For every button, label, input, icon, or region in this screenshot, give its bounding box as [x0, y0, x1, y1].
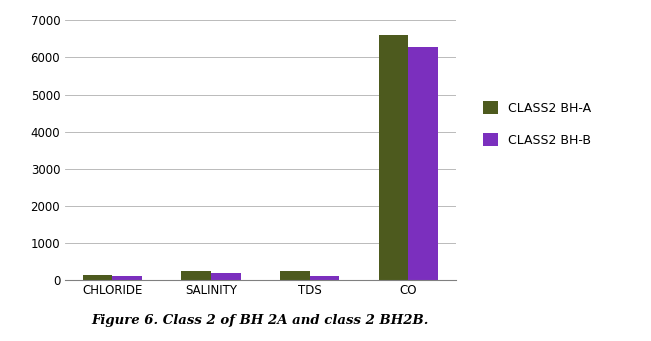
Bar	[408, 47, 438, 280]
Bar	[83, 275, 113, 280]
Legend: CLASS2 BH-A, CLASS2 BH-B: CLASS2 BH-A, CLASS2 BH-B	[478, 96, 596, 152]
Bar	[182, 271, 211, 280]
Text: Figure 6. Class 2 of BH 2A and class 2 BH2B.: Figure 6. Class 2 of BH 2A and class 2 B…	[92, 314, 429, 327]
Bar	[280, 271, 310, 280]
Bar	[310, 276, 339, 280]
Bar	[379, 34, 408, 280]
Bar	[113, 276, 142, 280]
Bar	[211, 273, 241, 280]
